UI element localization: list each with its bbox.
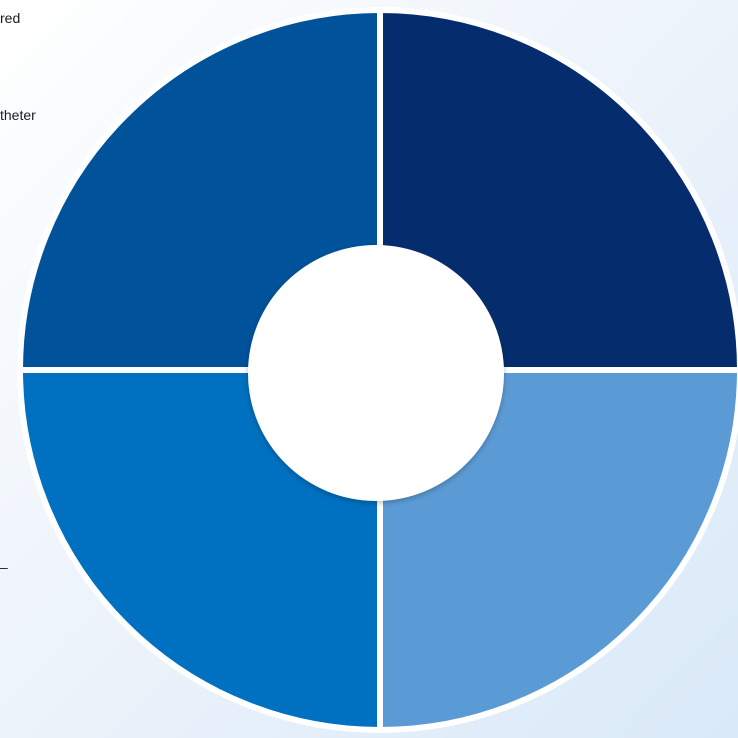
left-text-fragment-1: red: [0, 10, 21, 26]
left-text-fragment-3: –: [0, 559, 8, 575]
center-circle: [248, 245, 504, 501]
quadrant-top-right: [377, 6, 738, 373]
left-text-fragment-2: theter: [0, 107, 36, 123]
